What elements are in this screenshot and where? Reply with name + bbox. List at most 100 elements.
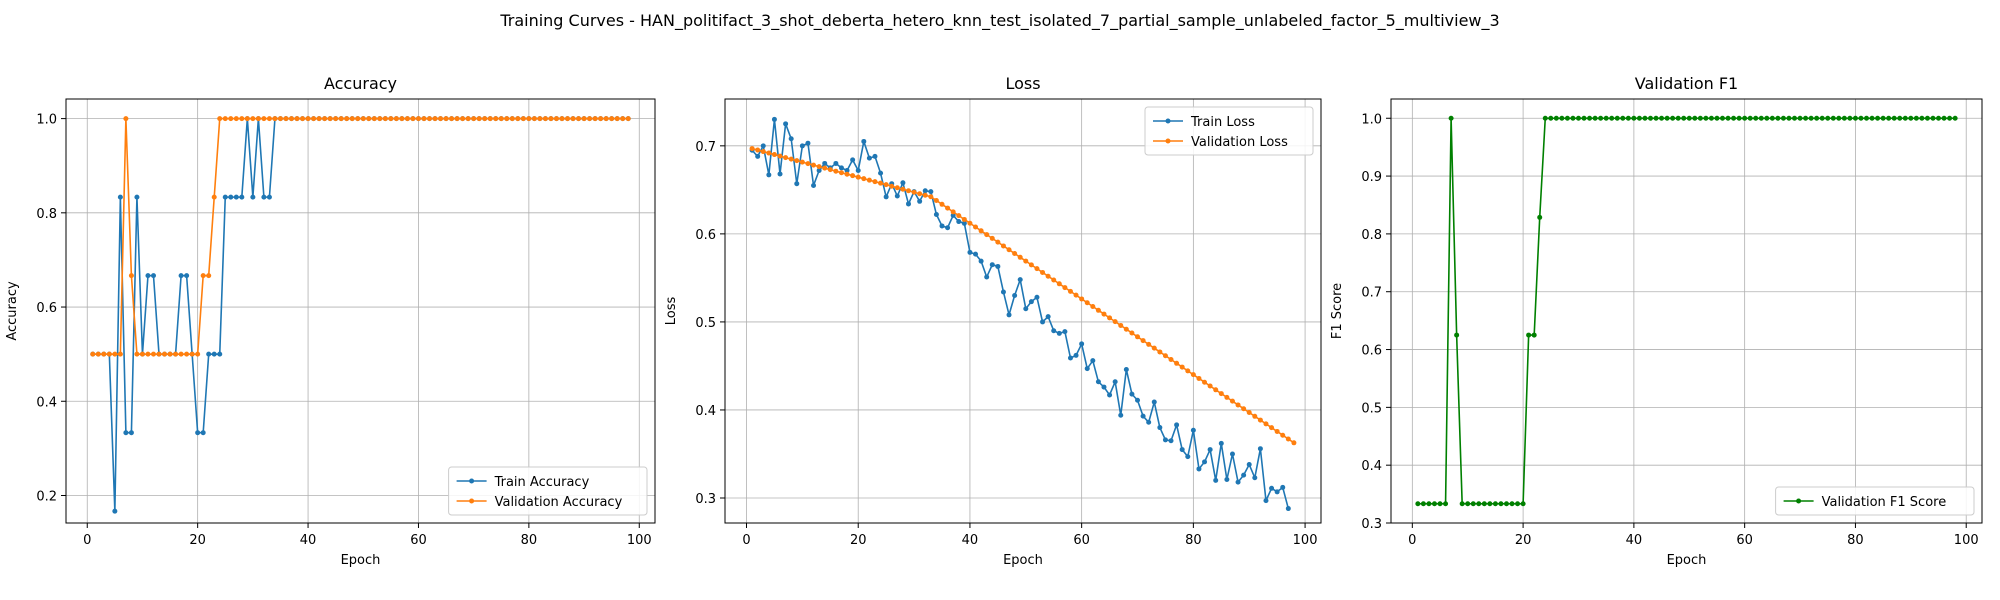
legend-swatch-marker [469,478,475,484]
data-point [1168,438,1174,444]
data-point [1146,341,1152,347]
data-point [766,172,772,178]
data-point [1431,501,1437,507]
data-point [366,116,372,122]
data-point [1891,115,1897,121]
data-point [548,116,554,122]
data-point [989,235,995,241]
legend-box [1775,486,1975,516]
data-point [1274,428,1280,434]
data-point [1531,332,1537,338]
data-point [1836,115,1842,121]
data-point [995,239,1001,245]
data-point [1140,338,1146,344]
data-point [162,351,168,357]
data-point [984,274,990,280]
y-tick-label: 0.8 [1361,228,1382,243]
data-point [1703,115,1709,121]
data-point [978,258,984,264]
data-point [894,185,900,191]
data-point [1123,326,1129,332]
data-point [101,351,107,357]
x-tick-label: 0 [742,533,750,548]
data-point [211,194,217,200]
data-point [1269,485,1275,491]
data-point [883,182,889,188]
data-point [1067,355,1073,361]
data-point [559,116,565,122]
data-point [1542,115,1548,121]
data-point [894,193,900,199]
data-point [1908,115,1914,121]
data-point [344,116,350,122]
data-point [805,161,811,167]
y-axis-label: F1 Score [1330,283,1345,339]
data-point [1792,115,1798,121]
data-point [755,147,761,153]
data-point [838,170,844,176]
data-point [1503,501,1509,507]
data-point [1897,115,1903,121]
y-tick-label: 0.8 [36,207,57,222]
chart-1: 0 20 40 60 80 100 0.2 0.4 0.6 0.8 1.0 Accuracy Epoch… [5,74,656,568]
y-tick-label: 0.7 [695,140,716,155]
data-point [1753,115,1759,121]
data-point [498,116,504,122]
data-point [1875,115,1881,121]
data-point [300,116,306,122]
x-tick-label: 100 [1293,533,1318,548]
data-point [939,223,945,229]
data-point [950,212,956,218]
data-point [1185,368,1191,374]
data-point [1107,392,1113,398]
data-point [805,140,811,146]
x-tick-label: 20 [189,533,206,548]
data-point [866,177,872,183]
data-point [338,116,344,122]
data-point [889,183,895,189]
data-point [1090,358,1096,364]
data-point [1213,477,1219,483]
y-tick-label: 0.6 [695,228,716,243]
data-point [178,351,184,357]
data-point [1045,314,1051,320]
data-point [1786,115,1792,121]
data-point [905,188,911,194]
data-point [1858,115,1864,121]
data-point [1190,372,1196,378]
data-point [1107,315,1113,321]
data-point [1252,413,1258,419]
data-point [1023,258,1029,264]
data-point [1246,462,1252,468]
data-point [1168,357,1174,363]
data-point [233,116,239,122]
data-point [973,251,979,257]
data-point [771,152,777,158]
x-tick-label: 0 [1408,533,1416,548]
data-point [1808,115,1814,121]
chart-3: 0 20 40 60 80 100 0.3 0.4 0.5 0.6 0.7 0.8 0.9 1.0 Vali… [1330,74,1983,568]
data-point [827,167,833,173]
data-point [1725,115,1731,121]
x-tick-label: 0 [83,533,91,548]
data-point [217,351,223,357]
plot-frame [65,98,656,524]
data-point [222,194,228,200]
data-point [1012,251,1018,257]
data-point [1040,319,1046,325]
data-point [1448,115,1454,121]
data-point [844,171,850,177]
data-point [1034,294,1040,300]
data-point [917,191,923,197]
data-point [1952,115,1958,121]
data-point [195,351,201,357]
data-point [1151,345,1157,351]
data-point [156,351,162,357]
data-point [1581,115,1587,121]
data-point [1235,479,1241,485]
data-point [1196,466,1202,472]
data-point [1443,501,1449,507]
data-point [878,170,884,176]
data-point [1498,501,1504,507]
data-point [850,157,856,163]
